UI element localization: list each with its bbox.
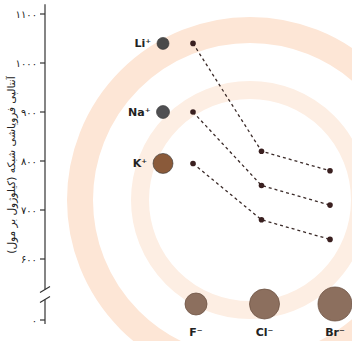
- chart: ۰ ۶۰۰ ۷۰۰ ۸۰۰ ۹۰۰ ۱۰۰۰ ۱۱۰۰ آنتالپی فروپاشی شبک…: [0, 0, 352, 341]
- y-tick: [40, 209, 45, 210]
- cation-icon: [157, 106, 170, 119]
- anion-icon: [250, 289, 280, 319]
- y-tick-label: ۸۰۰: [21, 156, 37, 167]
- data-point: [327, 202, 333, 208]
- axis-break: [40, 287, 50, 303]
- data-point: [327, 237, 333, 243]
- legend-label: K⁺: [133, 157, 148, 170]
- data-point: [190, 41, 196, 47]
- y-tick-label: ۶۰۰: [21, 254, 37, 265]
- y-axis: [44, 4, 45, 289]
- data-point: [259, 148, 265, 154]
- x-tick-label: Br⁻: [325, 326, 345, 339]
- y-tick: [40, 62, 45, 63]
- data-point: [190, 161, 196, 167]
- background: [80, 30, 352, 341]
- legend-label: Li⁺: [134, 37, 151, 50]
- cation-icon: [157, 37, 169, 49]
- x-tick-label: F⁻: [189, 326, 203, 339]
- watermark-arc: [80, 30, 352, 341]
- data-point: [259, 217, 265, 223]
- data-point: [190, 109, 196, 115]
- series-line: [193, 112, 330, 205]
- legend-label: Na⁺: [128, 106, 151, 119]
- data-point: [259, 183, 265, 189]
- y-tick: [40, 160, 45, 161]
- x-tick-label: Cl⁻: [256, 326, 274, 339]
- y-tick: [40, 319, 45, 320]
- y-tick-label: ۰: [32, 315, 37, 326]
- y-tick-label: ۷۰۰: [21, 205, 37, 216]
- y-tick: [40, 111, 45, 112]
- y-axis-title: آنتالپی فروپاشی شبکه (کیلوژول بر مول): [5, 75, 18, 253]
- anion-icon: [185, 293, 207, 315]
- y-tick-label: ۱۰۰۰: [16, 58, 37, 69]
- cation-icon: [153, 153, 173, 173]
- y-tick-label: ۱۱۰۰: [16, 9, 37, 20]
- series-line: [193, 43, 330, 170]
- y-tick-label: ۹۰۰: [21, 107, 37, 118]
- watermark-arc: [140, 90, 352, 310]
- series-line: [193, 163, 330, 239]
- plot-area: [190, 41, 333, 243]
- y-tick: [40, 258, 45, 259]
- data-point: [327, 168, 333, 174]
- y-tick: [40, 13, 45, 14]
- anion-icon: [318, 287, 352, 321]
